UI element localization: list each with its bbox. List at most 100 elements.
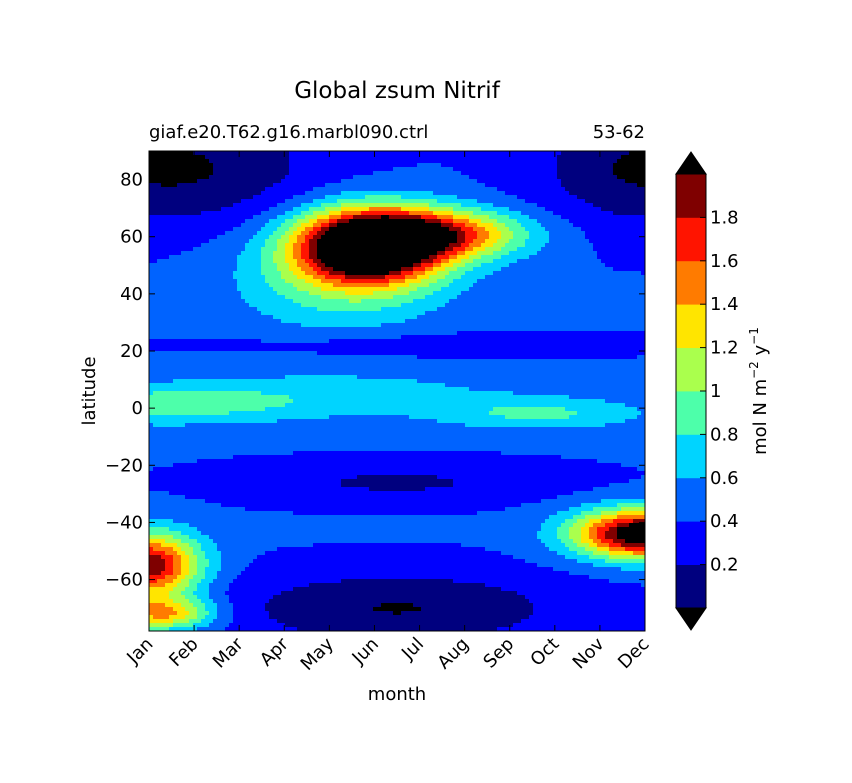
contour-cell xyxy=(605,223,610,228)
contour-cell xyxy=(513,191,518,196)
contour-cell xyxy=(281,195,286,200)
contour-cell xyxy=(385,151,390,156)
contour-cell xyxy=(485,183,490,188)
contour-cell xyxy=(325,183,330,188)
contour-cell xyxy=(425,155,430,160)
contour-cell xyxy=(201,263,206,268)
contour-cell xyxy=(329,179,334,184)
contour-cell xyxy=(453,171,458,176)
contour-cell xyxy=(297,271,302,276)
contour-cell xyxy=(617,299,622,304)
contour-cell xyxy=(321,219,326,224)
contour-cell xyxy=(425,287,430,292)
contour-cell xyxy=(349,155,354,160)
contour-cell xyxy=(181,243,186,248)
contour-cell xyxy=(429,163,434,168)
contour-cell xyxy=(245,171,250,176)
contour-cell xyxy=(569,215,574,220)
contour-cell xyxy=(505,207,510,212)
contour-cell xyxy=(257,163,262,168)
contour-cell xyxy=(257,175,262,180)
contour-cell xyxy=(641,207,645,212)
contour-cell xyxy=(409,187,414,192)
contour-cell xyxy=(413,203,418,208)
contour-cell xyxy=(441,227,446,232)
contour-cell xyxy=(405,215,410,220)
contour-cell xyxy=(341,163,346,168)
contour-cell xyxy=(397,287,402,292)
contour-cell xyxy=(465,283,470,288)
contour-cell xyxy=(405,235,410,240)
contour-cell xyxy=(429,295,434,300)
contour-cell xyxy=(501,215,506,220)
contour-cell xyxy=(561,155,566,160)
contour-cell xyxy=(493,183,498,188)
contour-cell xyxy=(257,191,262,196)
contour-cell xyxy=(545,279,550,284)
contour-cell xyxy=(461,287,466,292)
contour-cell xyxy=(161,251,166,256)
contour-cell xyxy=(257,207,262,212)
contour-cell xyxy=(269,283,274,288)
contour-cell xyxy=(201,163,206,168)
contour-cell xyxy=(365,215,370,220)
contour-cell xyxy=(465,279,470,284)
contour-cell xyxy=(481,235,486,240)
contour-cell xyxy=(569,287,574,292)
contour-cell xyxy=(469,191,474,196)
contour-cell xyxy=(565,219,570,224)
contour-cell xyxy=(565,215,570,220)
contour-cell xyxy=(621,307,626,312)
contour-cell xyxy=(157,279,162,284)
contour-cell xyxy=(353,255,358,260)
contour-cell xyxy=(349,183,354,188)
contour-cell xyxy=(177,247,182,252)
contour-cell xyxy=(637,211,642,216)
contour-cell xyxy=(245,283,250,288)
contour-cell xyxy=(281,155,286,160)
contour-cell xyxy=(149,239,154,244)
contour-cell xyxy=(617,235,622,240)
contour-cell xyxy=(309,167,314,172)
contour-cell xyxy=(389,279,394,284)
contour-cell xyxy=(153,303,158,308)
contour-cell xyxy=(181,151,186,156)
contour-cell xyxy=(577,167,582,172)
contour-cell xyxy=(377,219,382,224)
contour-cell xyxy=(561,247,566,252)
contour-cell xyxy=(437,263,442,268)
contour-cell xyxy=(305,167,310,172)
contour-cell xyxy=(461,171,466,176)
contour-cell xyxy=(497,211,502,216)
contour-cell xyxy=(421,151,426,156)
contour-cell xyxy=(177,239,182,244)
contour-cell xyxy=(625,223,630,228)
contour-cell xyxy=(425,243,430,248)
contour-cell xyxy=(349,167,354,172)
contour-cell xyxy=(297,207,302,212)
contour-cell xyxy=(557,231,562,236)
contour-cell xyxy=(393,295,398,300)
contour-cell xyxy=(489,155,494,160)
contour-cell xyxy=(417,307,422,312)
contour-cell xyxy=(613,159,618,164)
contour-cell xyxy=(157,251,162,256)
contour-cell xyxy=(349,219,354,224)
contour-cell xyxy=(613,195,618,200)
contour-cell xyxy=(497,279,502,284)
contour-cell xyxy=(581,195,586,200)
contour-cell xyxy=(457,299,462,304)
contour-cell xyxy=(577,155,582,160)
contour-cell xyxy=(197,295,202,300)
contour-cell xyxy=(437,227,442,232)
contour-cell xyxy=(513,175,518,180)
contour-cell xyxy=(249,227,254,232)
contour-cell xyxy=(305,159,310,164)
contour-cell xyxy=(317,207,322,212)
contour-cell xyxy=(337,191,342,196)
contour-cell xyxy=(401,295,406,300)
contour-cell xyxy=(537,191,542,196)
contour-cell xyxy=(265,251,270,256)
contour-cell xyxy=(573,283,578,288)
contour-cell xyxy=(561,183,566,188)
